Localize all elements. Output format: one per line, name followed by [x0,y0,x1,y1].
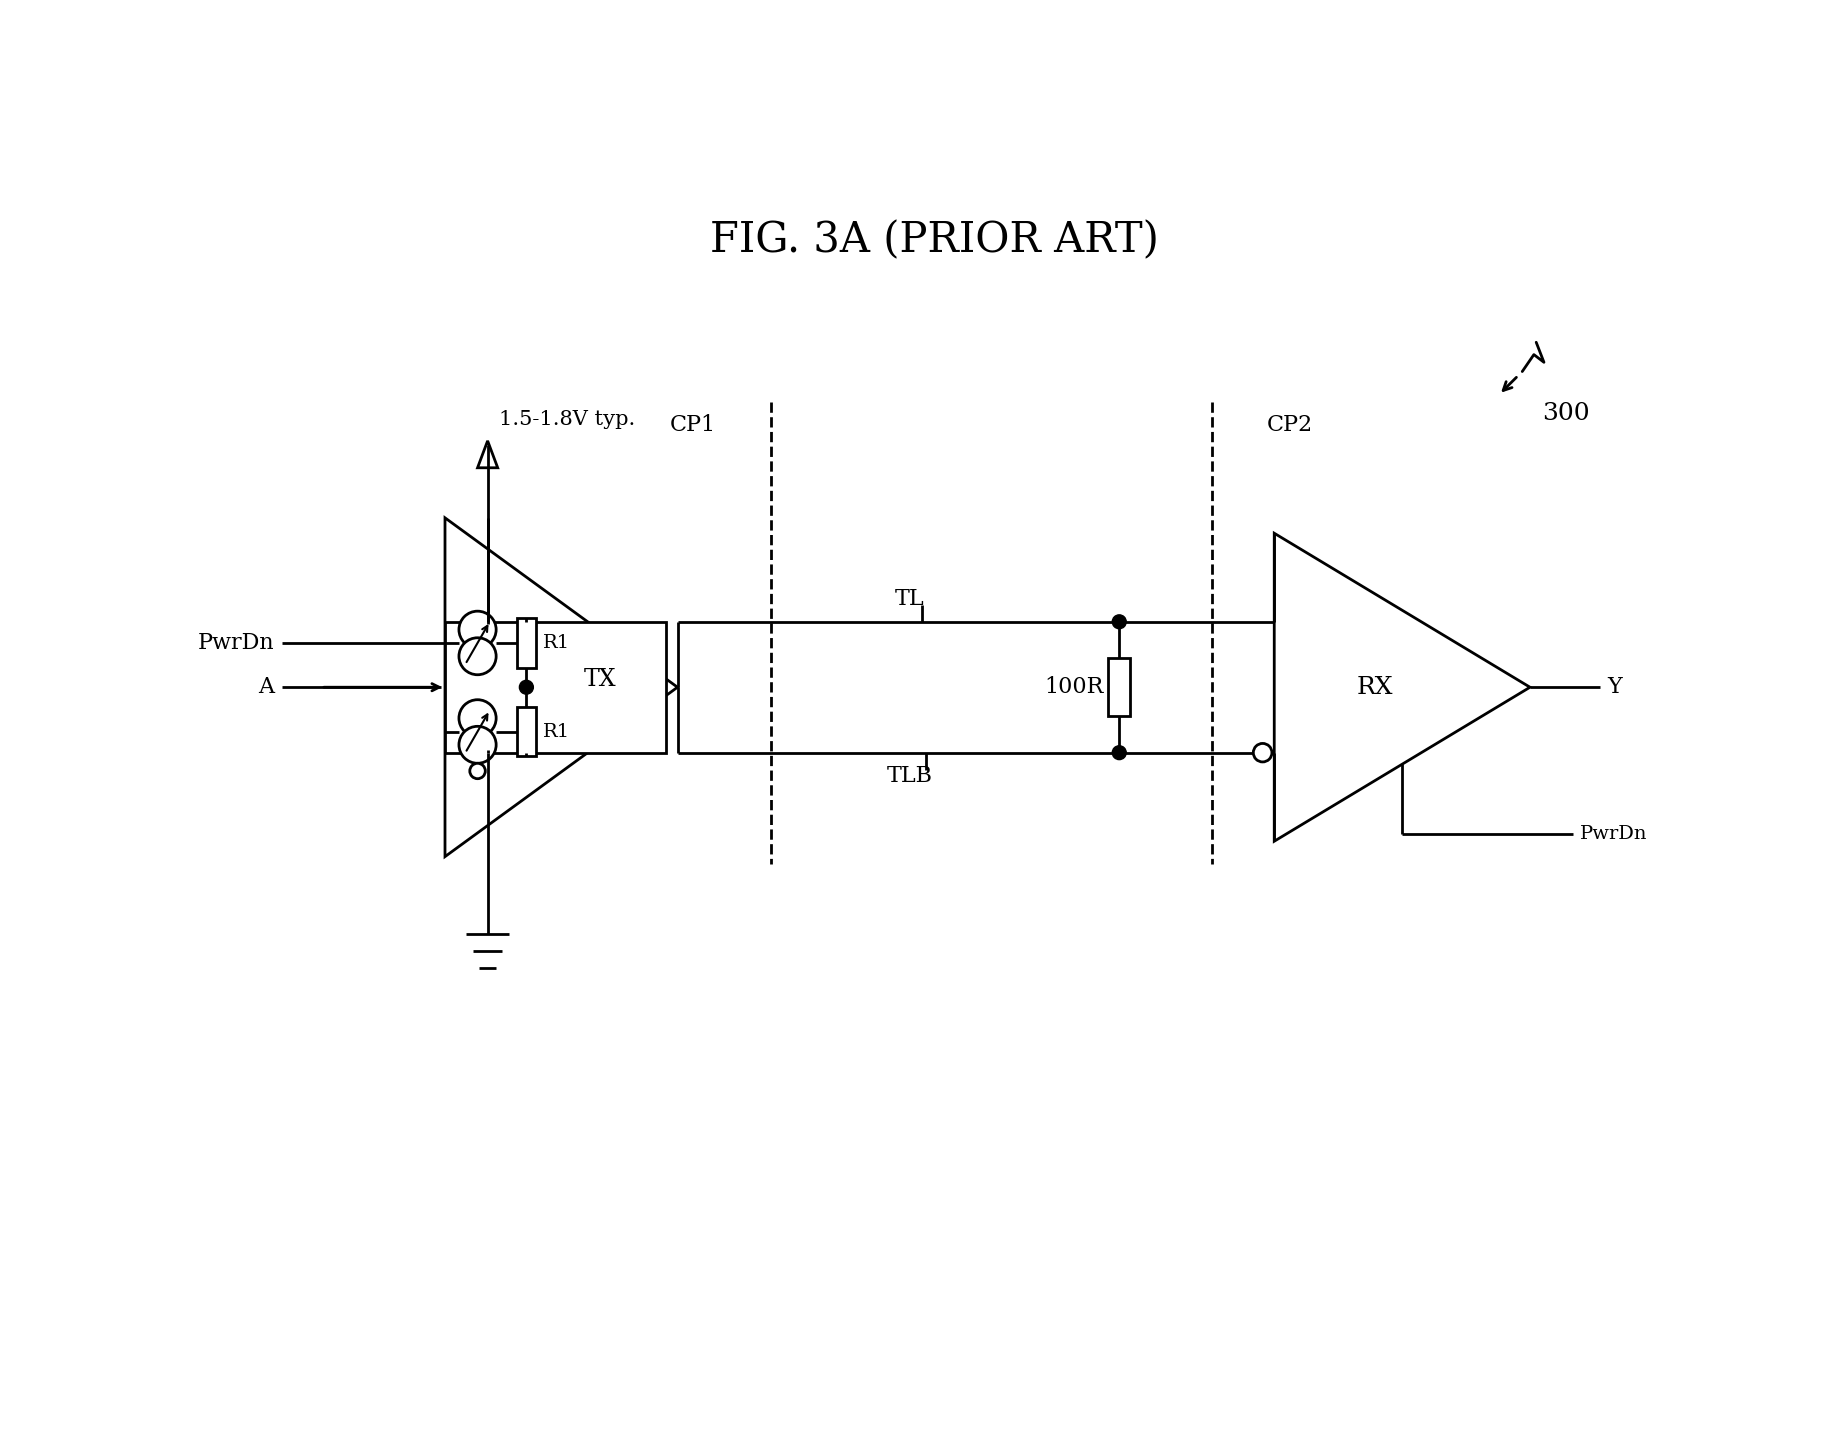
Circle shape [1112,615,1125,628]
Bar [1108,658,1130,716]
Circle shape [459,700,496,737]
Circle shape [459,726,496,763]
Circle shape [1252,744,1271,763]
Circle shape [1112,745,1125,760]
Text: A: A [259,676,273,699]
Text: 1.5-1.8V typ.: 1.5-1.8V typ. [500,411,634,430]
Text: TLB: TLB [886,765,933,787]
Text: PwrDn: PwrDn [197,632,273,654]
Circle shape [520,680,532,695]
Text: CP1: CP1 [669,414,716,437]
Bar [516,618,536,667]
Text: CP2: CP2 [1265,414,1313,437]
Text: R1: R1 [543,634,571,653]
Circle shape [459,638,496,674]
Text: 100R: 100R [1045,676,1103,699]
Text: Y: Y [1606,676,1621,699]
Text: TX: TX [583,669,616,692]
Text: R1: R1 [543,722,571,741]
Text: RX: RX [1356,676,1393,699]
Circle shape [470,763,485,778]
Text: TL: TL [895,587,924,609]
Bar [445,622,665,752]
Text: 300: 300 [1540,402,1588,425]
Text: PwrDn: PwrDn [1579,825,1646,842]
Circle shape [459,611,496,648]
Text: FIG. 3A (PRIOR ART): FIG. 3A (PRIOR ART) [709,220,1159,262]
Bar [516,708,536,757]
